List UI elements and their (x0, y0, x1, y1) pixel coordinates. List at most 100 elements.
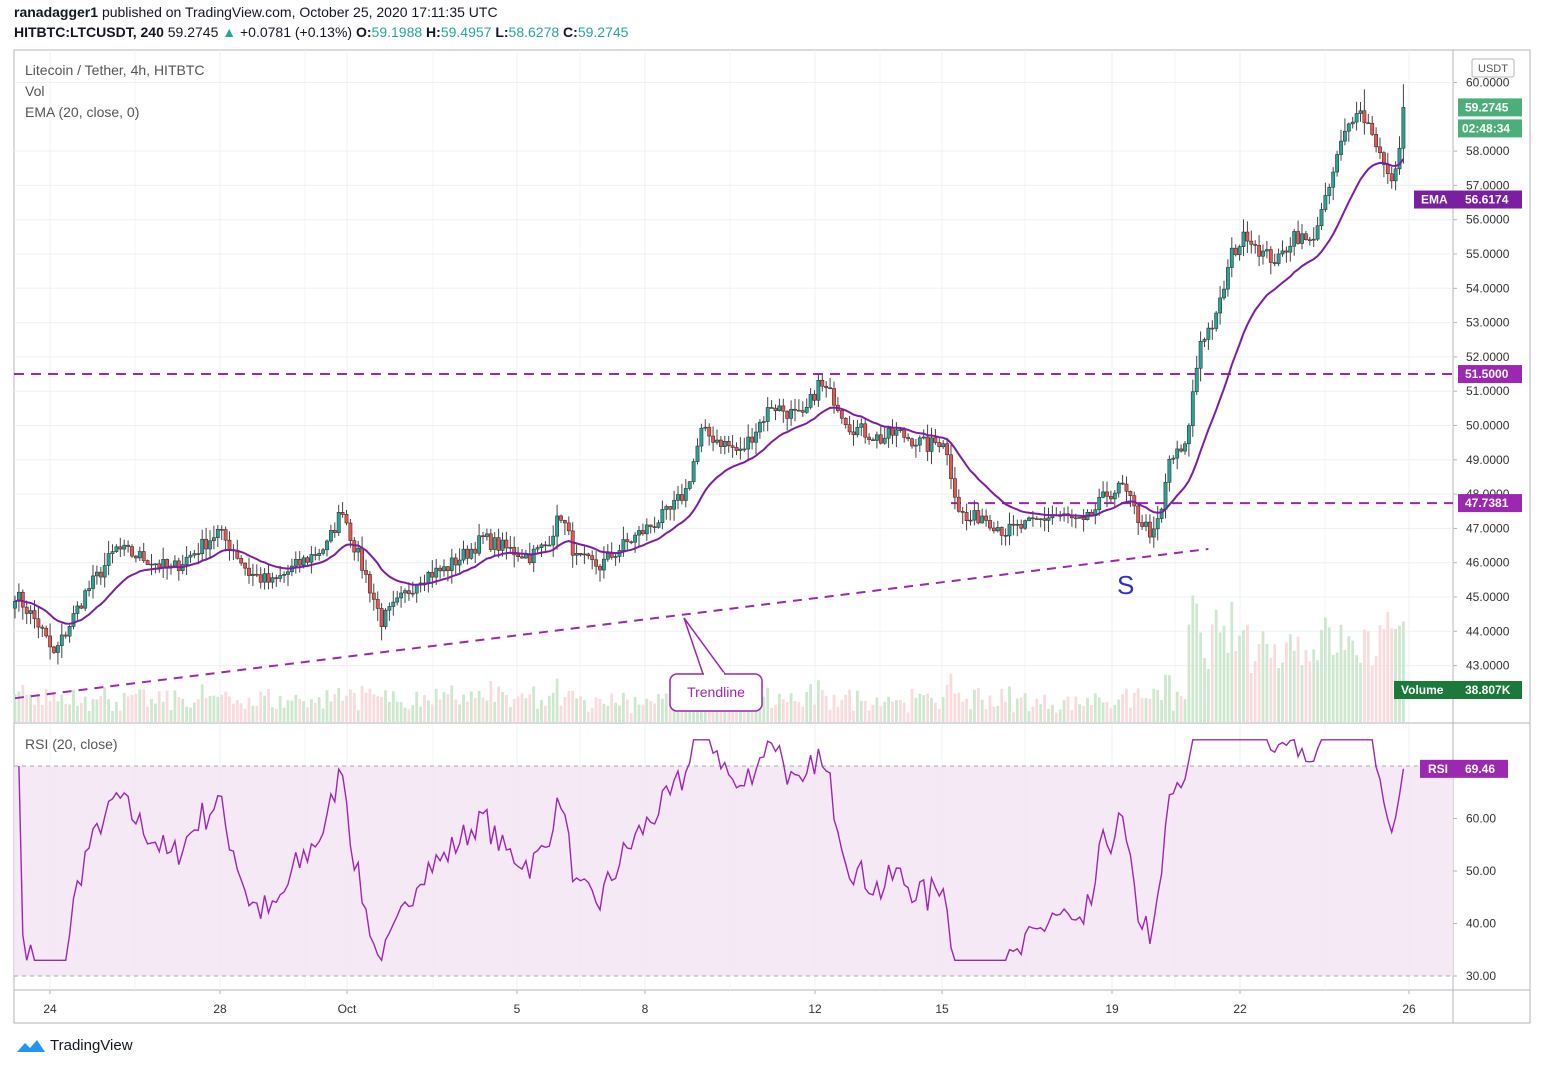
volume-bar (481, 697, 485, 722)
volume-tag-name: Volume (1401, 683, 1444, 697)
time-tick-label: 8 (642, 1002, 649, 1016)
volume-bar (637, 704, 641, 722)
legend-ema[interactable]: EMA (20, close, 0) (25, 104, 140, 120)
candle-body (1288, 245, 1293, 253)
volume-bar (1058, 709, 1062, 722)
candle-body (352, 540, 357, 553)
volume-bar (290, 700, 294, 722)
volume-bar (731, 704, 734, 722)
legend-title[interactable]: Litecoin / Tether, 4h, HITBTC (25, 62, 205, 78)
candle-body (1046, 517, 1051, 521)
candle-body (1042, 518, 1047, 521)
candle-body (613, 556, 618, 558)
volume-bar (247, 697, 251, 722)
volume-bar (1179, 695, 1183, 722)
volume-bar (454, 699, 458, 722)
volume-bar (193, 702, 196, 722)
volume-bar (450, 685, 454, 722)
legend-volume[interactable]: Vol (25, 83, 45, 99)
volume-bar (1125, 688, 1128, 722)
volume-bar (1374, 656, 1378, 722)
ema-20-line[interactable] (14, 158, 1405, 625)
high-value: 59.4957 (440, 24, 492, 40)
time-tick-label: 24 (43, 1002, 57, 1016)
volume-bar (828, 709, 832, 722)
rsi-tag[interactable]: RSI 69.46 (1420, 759, 1508, 778)
candle-body (102, 565, 107, 578)
candle-body (925, 436, 930, 452)
volume-bar (1269, 657, 1273, 722)
candle-body (757, 421, 762, 433)
candle-body (1222, 288, 1226, 299)
candle-body (929, 437, 934, 452)
candle-body (317, 553, 322, 556)
volume-bar (126, 696, 130, 722)
level-51-tag[interactable]: 51.5000 (1458, 365, 1522, 384)
author-name[interactable]: ranadagger1 (14, 4, 99, 20)
volume-bar (1140, 698, 1144, 722)
trendline-callout[interactable]: Trendline (669, 617, 763, 712)
last-price-tag[interactable]: 59.2745 (1458, 98, 1522, 117)
candle-body (1296, 231, 1301, 244)
legend-rsi[interactable]: RSI (20, close) (25, 736, 118, 752)
candle-body (1003, 534, 1008, 537)
candle-body (442, 566, 446, 572)
countdown-tag[interactable]: 02:48:34 (1458, 119, 1522, 138)
tradingview-branding[interactable]: TradingView (16, 1036, 133, 1054)
candle-body (984, 515, 989, 521)
volume-bar (1214, 609, 1218, 722)
candle-body (687, 481, 692, 489)
rsi-line[interactable] (18, 738, 1405, 963)
candle-body (777, 405, 782, 412)
volume-bar (778, 693, 781, 722)
candle-body (796, 409, 801, 412)
candle-body (1140, 522, 1145, 527)
volume-bar (863, 700, 867, 722)
candle-body (219, 528, 224, 531)
candle-body (691, 461, 696, 483)
candle-body (1311, 238, 1316, 241)
volume-bar (1394, 628, 1397, 722)
ema-tag[interactable]: EMA 56.6174 (1414, 190, 1522, 209)
volume-bar (1402, 621, 1405, 722)
volume-bar (302, 701, 305, 722)
volume-bar (271, 707, 274, 722)
candle-body (559, 515, 563, 521)
volume-bar (1175, 691, 1179, 722)
volume-bar (937, 709, 941, 722)
candle-body (364, 570, 368, 575)
candle-body (141, 551, 146, 561)
candle-body (173, 560, 177, 567)
volume-bar (122, 693, 126, 722)
volume-bar (130, 694, 134, 722)
level-47-tag[interactable]: 47.7381 (1458, 494, 1522, 513)
rsi-tag-value: 69.46 (1465, 762, 1495, 776)
candle-body (406, 590, 411, 594)
candle-body (1015, 524, 1020, 526)
candle-body (917, 437, 922, 446)
volume-bar (1207, 668, 1210, 722)
candle-body (562, 520, 567, 524)
candle-body (1315, 225, 1320, 240)
volume-tag[interactable]: Volume 38.807K (1394, 681, 1522, 699)
volume-bar (259, 691, 263, 722)
volume-bar (555, 678, 559, 722)
volume-bar (789, 693, 793, 722)
candle-body (590, 555, 595, 561)
volume-bar (1043, 694, 1046, 722)
candle-body (863, 423, 868, 438)
volume-bar (52, 694, 56, 722)
candle-body (1031, 517, 1035, 520)
candle-body (1214, 312, 1219, 329)
volume-bar (212, 695, 216, 722)
candle-body (1253, 243, 1258, 246)
volume-bar (1308, 661, 1312, 722)
candle-body (1027, 517, 1031, 521)
candle-body (898, 429, 903, 431)
volume-bar (72, 689, 75, 722)
candle-body (122, 544, 127, 550)
volume-bar (1195, 603, 1199, 722)
volume-bar (918, 693, 922, 722)
volume-bar (497, 686, 500, 722)
